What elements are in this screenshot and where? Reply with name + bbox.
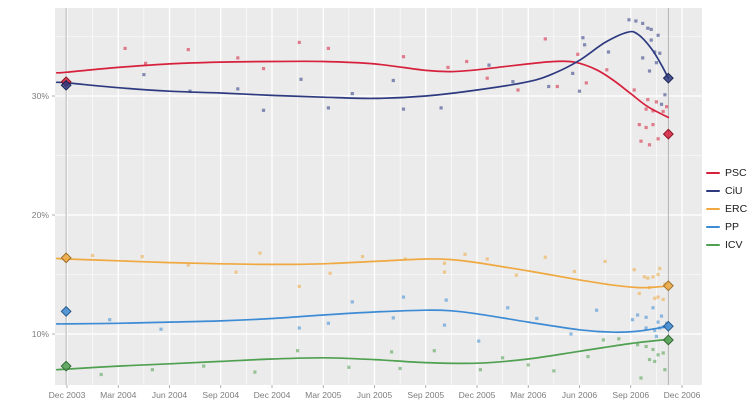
x-tick-label: Jun 2005: [357, 390, 393, 400]
y-tick-label: 10%: [32, 329, 50, 339]
legend-item-erc: ERC: [706, 200, 747, 218]
pp-line-swatch-icon: [706, 225, 720, 229]
pp-election-results: [60, 305, 674, 332]
legend-label: ERC: [725, 203, 748, 215]
psc-trend-line: [55, 60, 670, 119]
y-tick-label: 30%: [32, 91, 50, 101]
erc-election-results: [60, 252, 674, 292]
icv-line-swatch-icon: [706, 243, 720, 247]
icv-election-results: [60, 334, 674, 372]
legend-item-psc: PSC: [706, 164, 747, 182]
legend-item-pp: PP: [706, 218, 747, 236]
x-tick-label: Mar 2004: [100, 390, 137, 400]
x-tick-label: Dec 2003: [49, 390, 86, 400]
ciu-trend-line: [55, 30, 670, 100]
legend-item-icv: ICV: [706, 236, 747, 254]
legend-label: PP: [725, 221, 740, 233]
y-tick-label: 20%: [32, 210, 50, 220]
legend-label: CiU: [725, 185, 743, 197]
x-tick-label: Jun 2004: [152, 390, 188, 400]
icv-poll-points: [99, 337, 667, 380]
x-tick-label: Jun 2006: [562, 390, 598, 400]
x-tick-label: Sep 2005: [407, 390, 444, 400]
psc-poll-points: [123, 37, 669, 147]
legend-item-ciu: CiU: [706, 182, 747, 200]
x-tick-label: Dec 2004: [254, 390, 291, 400]
x-tick-label: Dec 2006: [664, 390, 701, 400]
x-tick-label: Mar 2005: [305, 390, 342, 400]
pp-trend-line: [55, 309, 670, 334]
icv-trend-line: [55, 338, 670, 371]
ciu-election-results: [60, 72, 674, 91]
legend-label: ICV: [725, 239, 743, 251]
legend: PSC CiU ERC PP ICV: [706, 164, 747, 254]
ciu-line-swatch-icon: [706, 189, 720, 193]
x-tick-label: Sep 2006: [612, 390, 649, 400]
legend-label: PSC: [725, 167, 747, 179]
ciu-poll-points: [142, 18, 667, 112]
erc-line-swatch-icon: [706, 207, 720, 211]
erc-trend-line: [55, 257, 670, 289]
x-tick-label: Sep 2004: [202, 390, 239, 400]
x-tick-label: Mar 2006: [510, 390, 547, 400]
x-tick-label: Dec 2005: [459, 390, 496, 400]
plot-area: [55, 8, 702, 385]
psc-line-swatch-icon: [706, 171, 720, 175]
gridlines: [55, 8, 702, 385]
axes: Dec 2003 Mar 2004 Jun 2004 Sep 2004 Dec 2004…: [32, 91, 701, 400]
